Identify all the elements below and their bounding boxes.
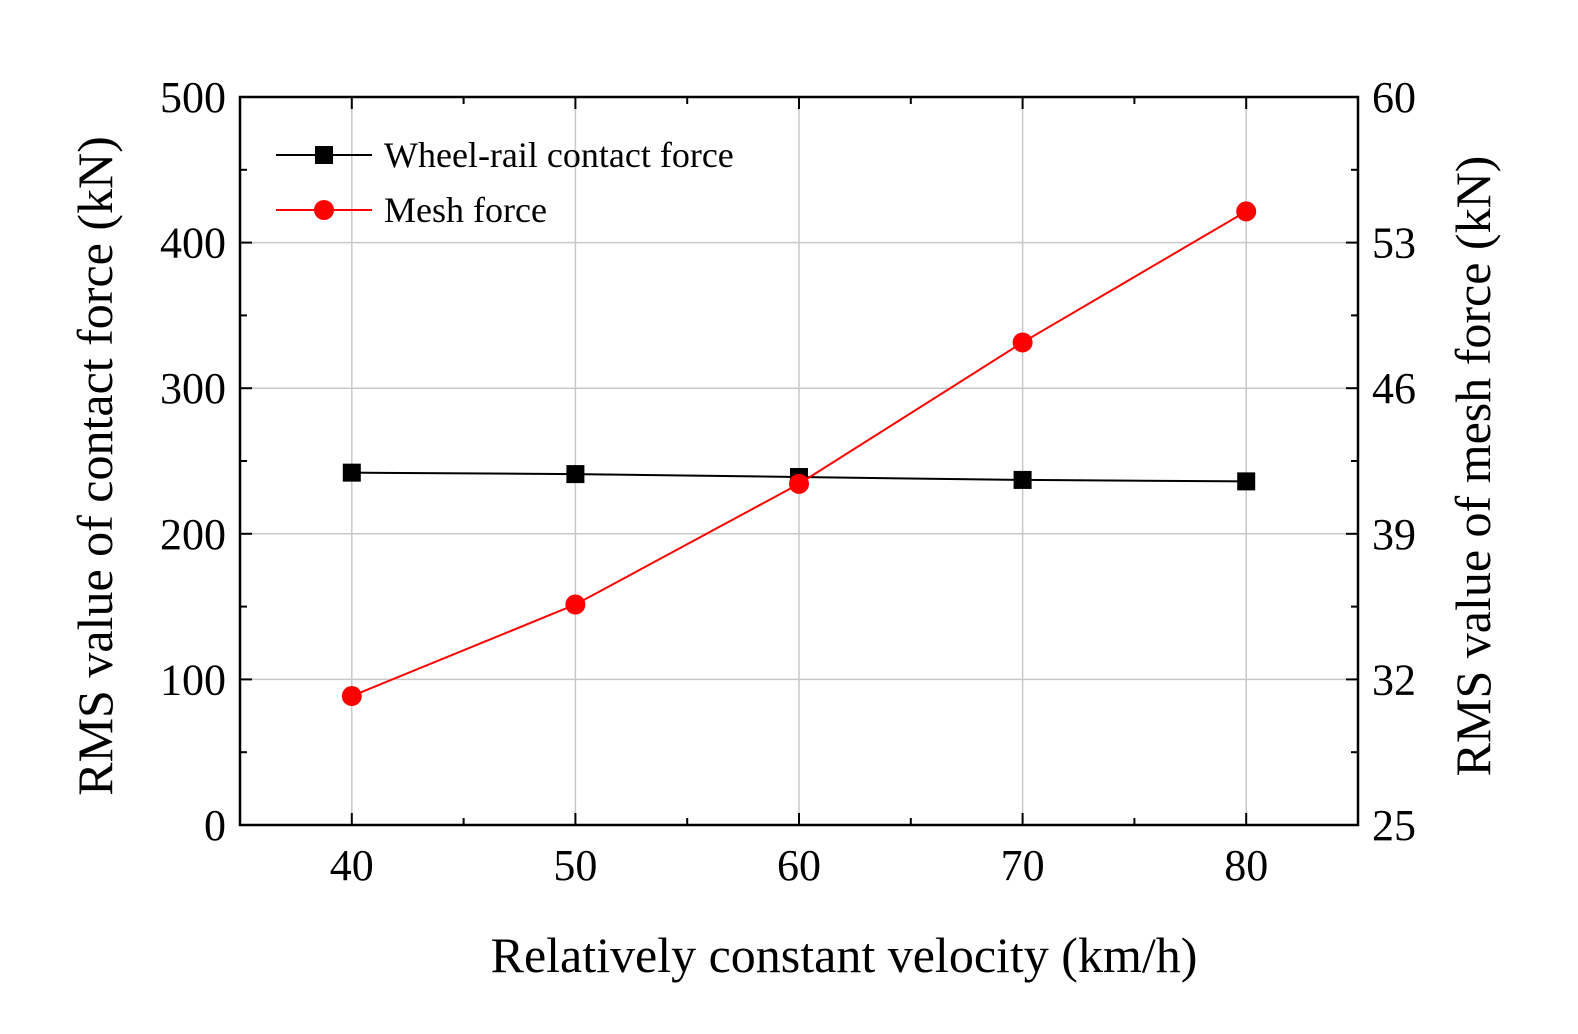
legend: Wheel-rail contact force Mesh force: [276, 135, 734, 230]
legend-circle-icon: [314, 200, 334, 220]
y-tick-label: 0: [204, 801, 226, 850]
y2-tick-label: 60: [1372, 73, 1416, 122]
legend-label-contact-force: Wheel-rail contact force: [384, 135, 734, 175]
data-point-contact-force: [566, 465, 585, 484]
y-tick-label: 100: [160, 655, 226, 704]
y2-tick-label: 39: [1372, 510, 1416, 559]
data-point-contact-force: [1237, 472, 1256, 491]
series-layer: [341, 201, 1257, 707]
x-tick-label: 70: [1001, 841, 1045, 890]
data-point-contact-force: [1013, 470, 1032, 489]
y-tick-label: 500: [160, 73, 226, 122]
y2-tick-label: 32: [1372, 655, 1416, 704]
legend-label-mesh-force: Mesh force: [384, 190, 547, 230]
axis-ticks: [240, 96, 1358, 826]
legend-square-icon: [315, 146, 333, 164]
y2-tick-label: 53: [1372, 219, 1416, 268]
legend-marker-square: [315, 146, 333, 164]
x-tick-label: 50: [553, 841, 597, 890]
y-tick-label: 300: [160, 364, 226, 413]
y2-axis-title: RMS value of mesh force (kN): [1445, 156, 1501, 777]
data-point-mesh-force: [1012, 332, 1033, 353]
data-point-contact-force: [342, 463, 361, 482]
x-axis-title: Relatively constant velocity (km/h): [491, 927, 1198, 983]
tick-labels: 40 50 60 70 80 0 100 200 300 400 500 25 32 39 46 53 60: [160, 73, 1416, 890]
y2-tick-label: 46: [1372, 364, 1416, 413]
data-point-mesh-force: [565, 594, 586, 615]
data-point-mesh-force: [1236, 201, 1257, 222]
grid: [240, 97, 1358, 825]
y-axis-title: RMS value of contact force (kN): [67, 136, 123, 796]
x-tick-label: 60: [777, 841, 821, 890]
x-tick-label: 40: [330, 841, 374, 890]
data-point-mesh-force: [789, 473, 809, 494]
legend-marker-circle: [314, 200, 334, 220]
x-tick-label: 80: [1224, 841, 1268, 890]
y-tick-label: 200: [160, 510, 226, 559]
y2-tick-label: 25: [1372, 801, 1416, 850]
data-point-mesh-force: [341, 686, 362, 707]
y-tick-label: 400: [160, 219, 226, 268]
